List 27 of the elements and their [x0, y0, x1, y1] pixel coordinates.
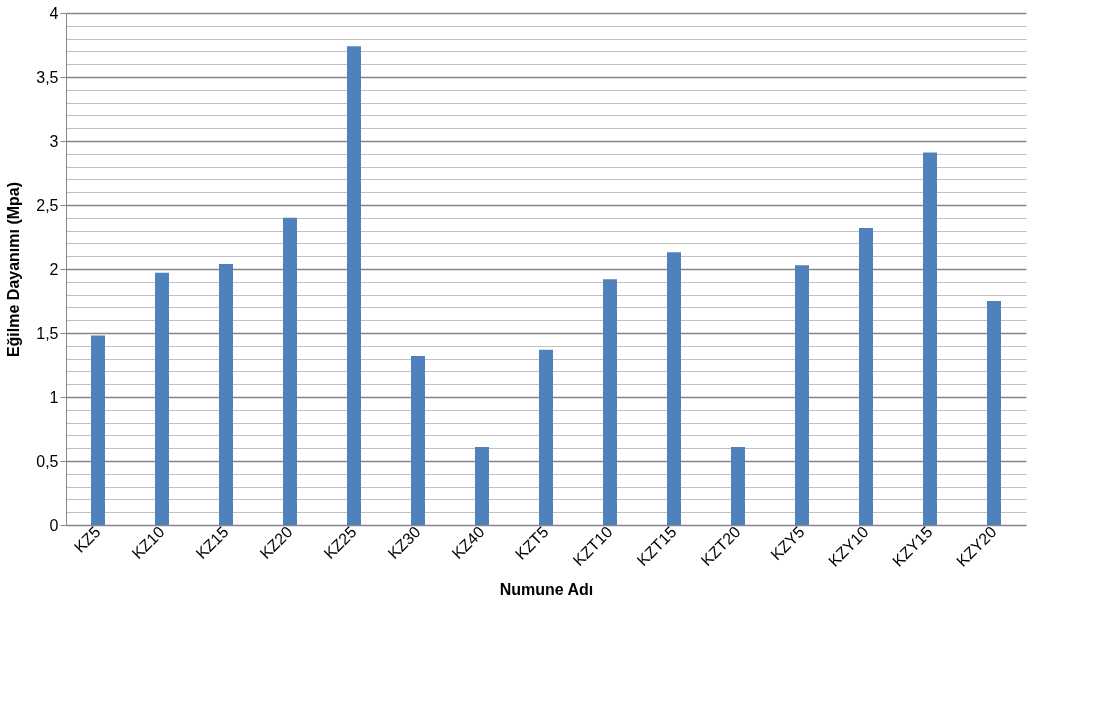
y-tick-label: 0: [49, 516, 59, 534]
x-tick-label: KZ5: [70, 523, 104, 556]
y-tick-label: 1: [49, 388, 59, 406]
y-tick-label: 2: [49, 260, 59, 278]
bar: [155, 272, 169, 525]
y-tick-label: 0,5: [36, 452, 59, 470]
bar: [219, 263, 233, 525]
bar: [411, 356, 425, 525]
bar: [923, 152, 937, 525]
bar: [603, 279, 617, 525]
bar: [283, 217, 297, 525]
bar: [731, 446, 745, 525]
y-tick-label: 1,5: [36, 324, 59, 342]
x-axis-title: Numune Adı: [499, 580, 594, 598]
y-tick-label: 4: [49, 4, 59, 22]
bar: [795, 265, 809, 525]
bar: [667, 252, 681, 525]
y-axis-title: Eğilme Dayanımı (Mpa): [5, 181, 23, 358]
y-tick-label: 3,5: [36, 68, 59, 86]
y-tick-label: 2,5: [36, 196, 59, 214]
bar: [347, 46, 361, 525]
bar: [539, 349, 553, 525]
bar: [987, 301, 1001, 525]
bar: [91, 335, 105, 525]
bar: [859, 228, 873, 525]
y-tick-label: 3: [49, 132, 59, 150]
bar: [475, 446, 489, 525]
